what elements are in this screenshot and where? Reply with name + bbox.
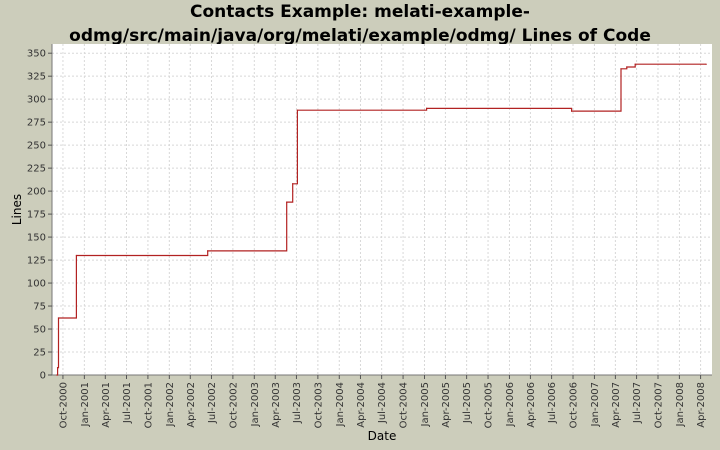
x-tick-label: Oct-2001: [143, 382, 154, 428]
data-point: [75, 254, 78, 257]
x-tick-label: Jul-2003: [292, 382, 303, 424]
y-tick-label: 225: [27, 164, 46, 175]
series-group: [56, 63, 707, 376]
y-tick-label: 250: [27, 141, 46, 152]
x-tick-label: Apr-2008: [696, 382, 707, 428]
x-tick-label: Apr-2006: [526, 382, 537, 428]
y-tick-label: 275: [27, 118, 46, 129]
y-tick-label: 50: [33, 325, 46, 336]
x-tick-label: Apr-2007: [611, 382, 622, 428]
x-tick-label: Jan-2004: [335, 382, 346, 427]
x-tick-label: Jul-2005: [462, 382, 473, 424]
x-tick-label: Jul-2004: [377, 382, 388, 424]
data-point: [626, 66, 628, 68]
data-point: [296, 109, 298, 111]
data-point: [57, 317, 60, 319]
chart-title-line-2: odmg/src/main/java/org/melati/example/od…: [69, 26, 651, 46]
y-tick-label: 175: [27, 210, 46, 221]
x-tick-label: Jan-2001: [80, 382, 91, 427]
grid-lines: [52, 44, 712, 376]
x-tick-label: Apr-2001: [101, 382, 112, 428]
x-tick-label: Oct-2003: [313, 382, 324, 428]
x-tick-label: Oct-2000: [58, 382, 69, 428]
series-line-0: [56, 63, 707, 376]
y-tick-label: 0: [40, 371, 46, 382]
y-tick-label: 325: [27, 72, 46, 83]
x-tick-label: Jul-2001: [122, 382, 133, 424]
data-point: [571, 110, 573, 112]
data-point: [705, 63, 707, 65]
data-point: [56, 374, 58, 376]
x-tick-label: Jul-2006: [547, 382, 558, 424]
x-tick-label: Oct-2006: [569, 382, 580, 428]
x-tick-label: Jul-2002: [207, 382, 218, 424]
y-tick-label: 200: [27, 187, 46, 198]
x-tick-label: Jan-2006: [505, 382, 516, 427]
y-tick-label: 300: [27, 95, 46, 106]
y-tick-label: 125: [27, 256, 46, 267]
y-tick-label: 75: [33, 302, 46, 313]
y-tick-label: 100: [27, 279, 46, 290]
data-point: [207, 250, 209, 252]
x-tick-label: Jan-2007: [590, 382, 601, 427]
x-tick-label: Oct-2005: [484, 382, 495, 428]
x-tick-label: Apr-2004: [356, 382, 367, 428]
y-tick-label: 350: [27, 49, 46, 60]
data-point: [286, 201, 288, 203]
data-point: [634, 63, 636, 65]
data-point: [425, 107, 428, 109]
data-point: [620, 68, 622, 70]
y-tick-label: 25: [33, 348, 46, 359]
x-axis-ticks: Oct-2000 Jan-2001 Apr-2001 Jul-2001 Oct-2001…: [58, 375, 707, 428]
y-axis-ticks: 0 25 50 75 100 125 150 175 200 225 250 275 300 325 350: [27, 49, 52, 382]
x-tick-label: Apr-2005: [441, 382, 452, 428]
data-point: [56, 367, 59, 369]
x-tick-label: Oct-2007: [653, 382, 664, 428]
x-tick-label: Jan-2003: [250, 382, 261, 427]
x-tick-label: Jan-2002: [165, 382, 176, 427]
x-tick-label: Jul-2007: [632, 382, 643, 424]
chart-title-line-1: Contacts Example: melati-example-: [190, 2, 530, 22]
data-point: [292, 183, 294, 185]
x-tick-label: Jan-2005: [420, 382, 431, 427]
y-tick-label: 150: [27, 233, 46, 244]
chart-title: Contacts Example: melati-example- odmg/s…: [0, 0, 720, 48]
x-tick-label: Oct-2002: [228, 382, 239, 428]
y-axis-label: Lines: [10, 194, 24, 225]
x-tick-label: Apr-2003: [271, 382, 282, 428]
x-tick-label: Apr-2002: [186, 382, 197, 428]
x-tick-label: Oct-2004: [399, 382, 410, 428]
x-axis-label: Date: [368, 429, 397, 443]
x-tick-label: Jan-2008: [675, 382, 686, 427]
